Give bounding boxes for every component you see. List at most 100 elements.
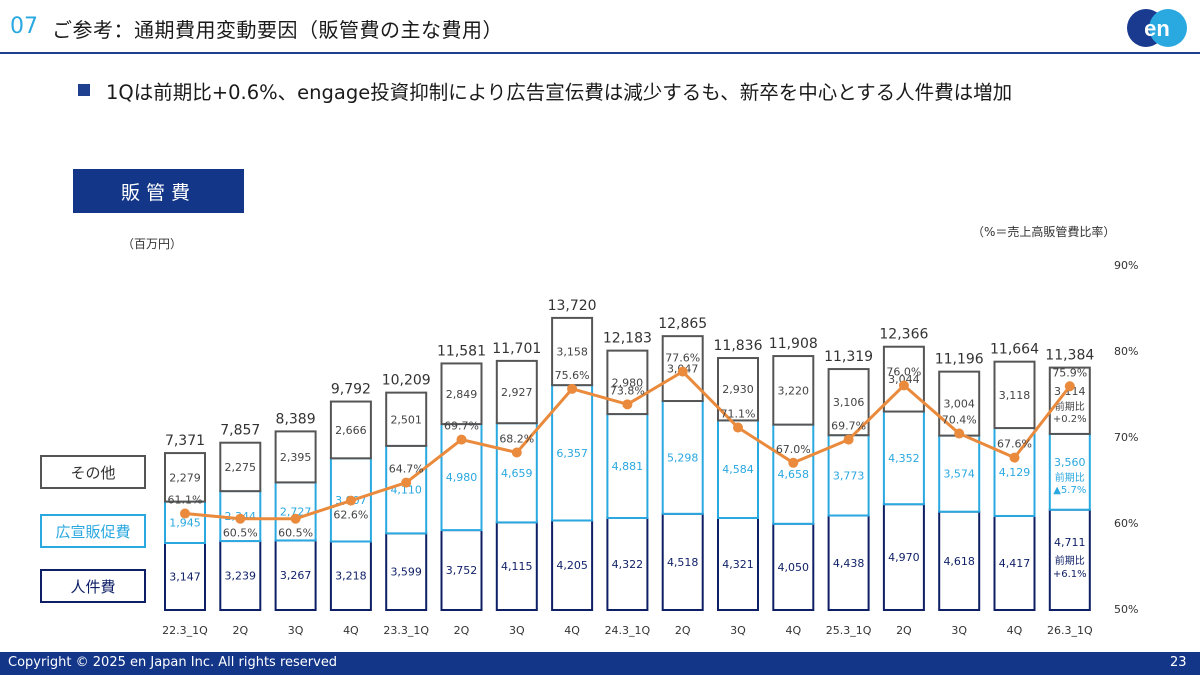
bar-personnel — [495, 521, 538, 612]
ratio-label: 67.0% — [776, 443, 811, 456]
x-tick-label: 24.3_1Q — [605, 624, 651, 637]
personnel-value-label: 4,417 — [999, 557, 1031, 570]
bar-other — [827, 368, 870, 437]
bar-personnel — [772, 522, 815, 612]
total-value-label: 8,389 — [276, 411, 316, 427]
ratio-label: 69.7% — [444, 420, 479, 433]
total-value-label: 11,581 — [437, 343, 486, 359]
bar-ad — [1048, 432, 1091, 511]
x-tick-label: 3Q — [730, 624, 746, 637]
personnel-value-label: 3,147 — [169, 571, 201, 584]
other-value-label: 2,275 — [225, 461, 257, 474]
ad-value-label: 3,560 — [1054, 456, 1086, 469]
x-tick-label: 4Q — [785, 624, 801, 637]
y2-tick-label: 70% — [1114, 431, 1138, 444]
ad-value-label: 4,110 — [390, 484, 422, 497]
total-value-label: 7,371 — [165, 433, 205, 449]
personnel-value-label: 4,518 — [667, 556, 699, 569]
x-tick-label: 25.3_1Q — [826, 624, 872, 637]
other-value-label: 2,501 — [390, 413, 422, 426]
ratio-label: 75.9% — [1052, 366, 1087, 379]
personnel-value-label: 3,599 — [390, 566, 422, 579]
summary-bullet: 1Qは前期比+0.6%、engage投資抑制により広告宣伝費は減少するも、新卒を… — [78, 76, 1012, 104]
ad-yoy-label: 前期比 — [1055, 471, 1085, 484]
total-value-label: 7,857 — [220, 423, 260, 439]
y2-tick-label: 60% — [1114, 517, 1138, 530]
x-tick-label: 23.3_1Q — [383, 624, 429, 637]
ratio-point — [567, 383, 578, 394]
ratio-label: 60.5% — [223, 527, 258, 540]
slide-title: ご参考：通期費用変動要因（販管費の主な費用） — [52, 18, 503, 42]
logo-text: en — [1144, 16, 1170, 41]
bar-ad — [606, 413, 649, 519]
ratio-label: 70.4% — [942, 414, 977, 427]
ratio-point — [401, 477, 412, 488]
ratio-label: 76.0% — [886, 365, 921, 378]
other-value-label: 2,395 — [280, 451, 312, 464]
total-value-label: 9,792 — [331, 382, 371, 398]
personnel-value-label: 4,321 — [722, 558, 754, 571]
bar-other — [993, 360, 1036, 430]
ad-value-label: 4,980 — [446, 471, 478, 484]
ratio-label: 64.7% — [389, 463, 424, 476]
bar-ad — [938, 434, 981, 513]
bar-other — [882, 345, 925, 413]
summary-text: 1Qは前期比+0.6%、engage投資抑制により広告宣伝費は減少するも、新卒を… — [106, 80, 1013, 104]
bar-other — [274, 430, 317, 484]
ratio-label: 68.2% — [499, 432, 534, 445]
ratio-label: 75.6% — [555, 369, 590, 382]
other-value-label: 3,106 — [833, 396, 865, 409]
other-value-label: 2,930 — [722, 383, 754, 396]
legend-personnel: 人件費 — [40, 569, 146, 603]
personnel-value-label: 4,618 — [943, 555, 975, 568]
total-value-label: 12,865 — [658, 316, 707, 332]
x-tick-label: 3Q — [951, 624, 967, 637]
y2-tick-label: 90% — [1114, 259, 1138, 272]
personnel-value-label: 3,752 — [446, 564, 478, 577]
ad-value-label: 6,357 — [556, 447, 588, 460]
total-value-label: 11,196 — [935, 352, 984, 368]
unit-left-label: （百万円） — [122, 237, 183, 251]
ratio-point — [622, 399, 633, 410]
x-tick-label: 26.3_1Q — [1047, 624, 1093, 637]
bar-other — [219, 441, 262, 493]
sga-chart: 50% 60% 70% 80% 90% 3,147 1,945 2,279 7,371 22.3_… — [162, 259, 1138, 637]
other-value-label: 2,666 — [335, 424, 367, 437]
ratio-point — [290, 513, 301, 524]
total-value-label: 13,720 — [548, 298, 597, 314]
ratio-point — [1064, 381, 1075, 392]
ad-value-label: 3,773 — [833, 469, 865, 482]
bar-personnel — [938, 510, 981, 611]
y2-tick-label: 50% — [1114, 603, 1138, 616]
x-tick-label: 22.3_1Q — [162, 624, 208, 637]
other-value-label: 3,004 — [943, 398, 975, 411]
ratio-label: 60.5% — [278, 527, 313, 540]
ratio-label: 67.6% — [997, 438, 1032, 451]
ad-value-label: 4,658 — [778, 468, 810, 481]
unit-right-label: （%＝売上高販管費比率） — [972, 225, 1116, 239]
en-logo: en — [1127, 9, 1187, 47]
other-value-label: 2,849 — [446, 388, 478, 401]
x-tick-label: 2Q — [454, 624, 470, 637]
ratio-point — [180, 508, 190, 519]
ad-value-label: 4,659 — [501, 467, 533, 480]
total-value-label: 10,209 — [382, 373, 431, 389]
ad-value-label: 4,352 — [888, 452, 920, 465]
bar-personnel — [882, 503, 925, 611]
footer: Copyright © 2025 en Japan Inc. All right… — [0, 652, 1200, 675]
total-value-label: 11,836 — [714, 338, 763, 354]
personnel-value-label: 3,267 — [280, 569, 312, 582]
legend-ad: 広宣販促費 — [40, 514, 146, 548]
bar-other — [717, 357, 759, 422]
ad-value-label: 1,945 — [169, 516, 201, 529]
bar-personnel — [219, 540, 262, 611]
total-value-label: 11,384 — [1045, 348, 1094, 364]
total-value-label: 12,366 — [879, 327, 928, 343]
total-value-label: 12,183 — [603, 331, 652, 347]
bar-other — [1048, 366, 1091, 435]
page-number: 23 — [1170, 655, 1187, 670]
other-value-label: 2,279 — [169, 471, 201, 484]
personnel-value-label: 4,438 — [833, 557, 865, 570]
bar-ad — [495, 422, 538, 524]
bar-other — [772, 355, 815, 426]
